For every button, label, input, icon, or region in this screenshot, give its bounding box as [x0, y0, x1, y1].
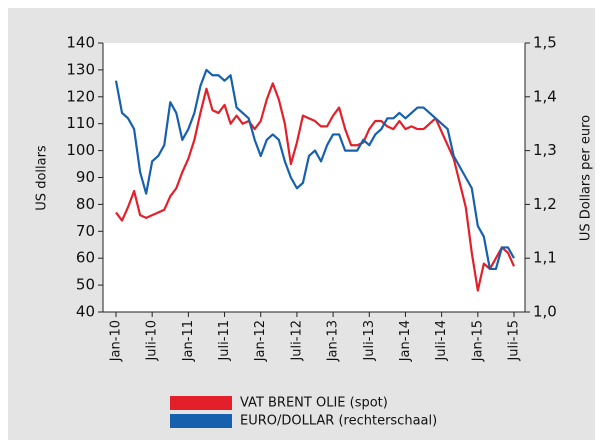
y-tick-label: 100	[66, 141, 95, 159]
legend-label: EURO/DOLLAR (rechterschaal)	[240, 414, 437, 429]
y-tick-label: 110	[66, 114, 95, 132]
y-tick-label: 120	[66, 87, 95, 105]
legend-swatch	[170, 414, 232, 428]
y-axis-label: US dollars	[35, 145, 50, 211]
x-tick-label: Juli-10	[145, 320, 160, 362]
x-tick-label: Jan-14	[398, 320, 413, 362]
plot-area	[103, 43, 525, 312]
series-line	[114, 68, 515, 271]
legend-label: VAT BRENT OLIE (spot)	[240, 396, 388, 411]
x-tick-label: Jan-11	[181, 320, 196, 362]
y2-tick-label: 1,5	[533, 34, 557, 52]
y-tick-label: 90	[76, 168, 95, 186]
y2-tick-label: 1,3	[533, 141, 557, 159]
x-tick-label: Juli-15	[507, 320, 522, 362]
y-tick-label: 60	[76, 249, 95, 267]
x-tick-label: Juli-14	[434, 320, 449, 362]
x-tick-label: Juli-11	[217, 320, 232, 362]
y-tick-label: 80	[76, 195, 95, 213]
y-tick-label: 130	[66, 60, 95, 78]
y2-tick-label: 1,0	[533, 303, 557, 321]
y2-axis-label: US Dollars per euro	[579, 115, 594, 241]
y2-tick-label: 1,4	[533, 87, 557, 105]
series-line	[115, 82, 516, 292]
legend-swatch	[170, 396, 232, 410]
y2-tick-label: 1,1	[533, 249, 557, 267]
y-tick-label: 140	[66, 34, 95, 52]
y2-tick-label: 1,2	[533, 195, 557, 213]
x-tick-label: Juli-13	[362, 320, 377, 362]
x-tick-label: Jan-12	[253, 320, 268, 362]
x-tick-label: Jan-10	[109, 320, 124, 362]
x-tick-label: Jan-15	[470, 320, 485, 362]
y-tick-label: 50	[76, 276, 95, 294]
y-tick-label: 70	[76, 222, 95, 240]
x-tick-label: Jan-13	[326, 320, 341, 362]
x-tick-label: Juli-12	[289, 320, 304, 362]
y-tick-label: 40	[76, 303, 95, 321]
